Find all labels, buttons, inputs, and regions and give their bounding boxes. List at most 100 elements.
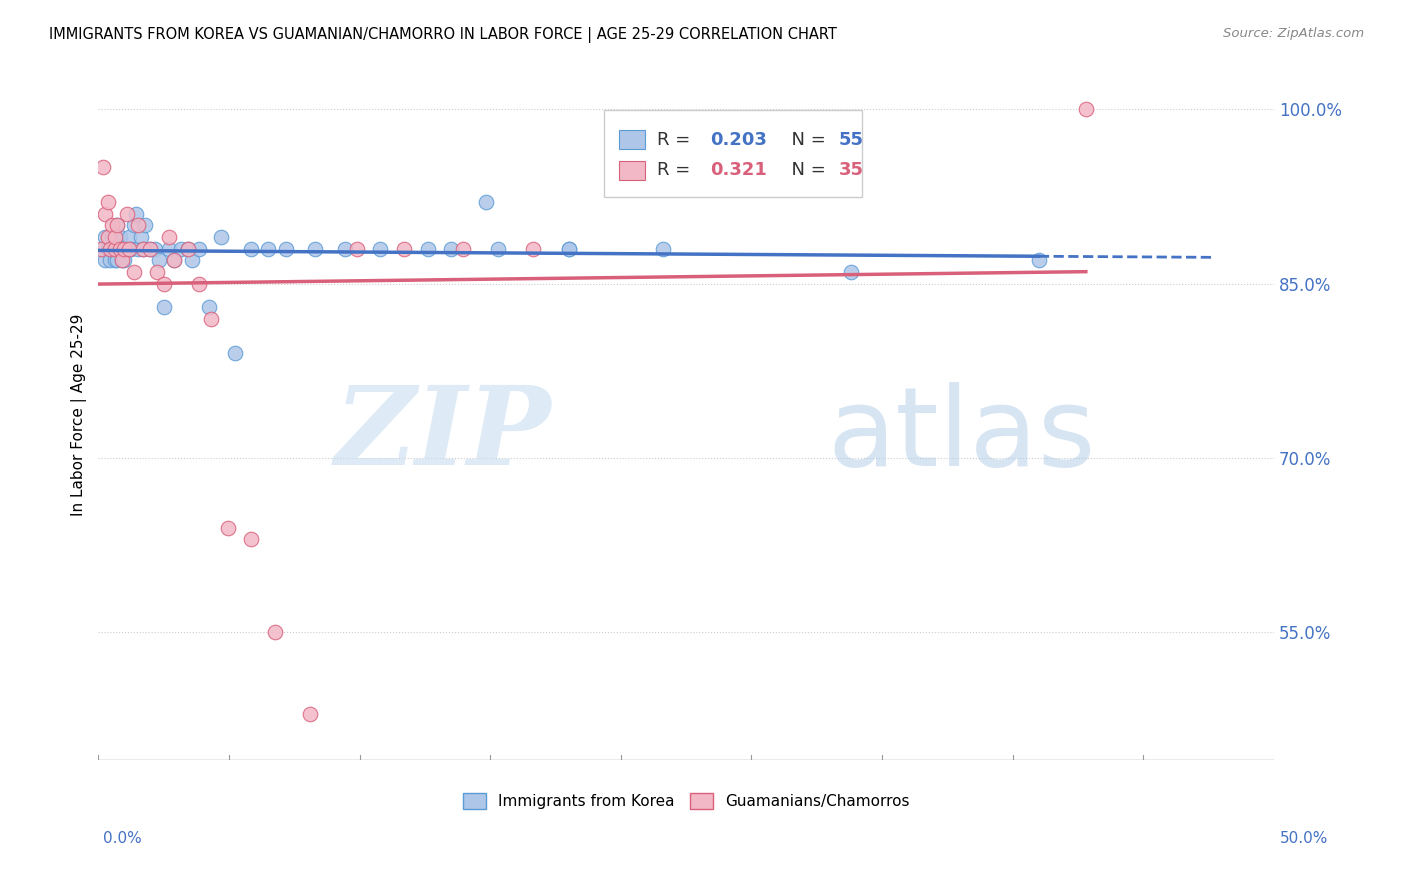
Point xyxy=(440,242,463,256)
Point xyxy=(188,242,211,256)
Bar xyxy=(619,130,645,150)
Point xyxy=(118,230,141,244)
Point xyxy=(176,242,198,256)
Point xyxy=(120,242,142,256)
Point xyxy=(104,242,127,256)
Point xyxy=(1074,102,1097,116)
Point xyxy=(198,300,221,314)
Point xyxy=(118,242,141,256)
Point xyxy=(112,242,135,256)
Point xyxy=(162,253,184,268)
Text: 0.321: 0.321 xyxy=(710,161,766,179)
Point xyxy=(298,706,321,721)
Point xyxy=(304,242,326,256)
Point xyxy=(97,195,120,210)
Point xyxy=(112,253,135,268)
Text: R =: R = xyxy=(657,161,696,179)
Point xyxy=(143,242,166,256)
Point xyxy=(105,253,128,268)
Point xyxy=(651,242,673,256)
Point xyxy=(157,242,180,256)
Point xyxy=(108,230,131,244)
Point xyxy=(557,242,579,256)
Point xyxy=(169,242,191,256)
Point xyxy=(94,207,117,221)
Point xyxy=(240,242,263,256)
Point xyxy=(557,242,579,256)
Point xyxy=(162,253,184,268)
Point xyxy=(98,253,121,268)
Point xyxy=(105,219,128,233)
Point xyxy=(94,253,117,268)
Text: atlas: atlas xyxy=(827,382,1095,489)
Point xyxy=(153,300,176,314)
Point xyxy=(370,242,392,256)
Point xyxy=(94,230,117,244)
Point xyxy=(256,242,278,256)
Point xyxy=(148,253,170,268)
Point xyxy=(98,242,121,256)
Point xyxy=(240,533,263,547)
Bar xyxy=(619,161,645,180)
Text: 50.0%: 50.0% xyxy=(1281,831,1329,846)
Point xyxy=(181,253,204,268)
Point xyxy=(1028,253,1050,268)
Point xyxy=(157,230,180,244)
Point xyxy=(153,277,176,291)
Point xyxy=(188,277,211,291)
Point xyxy=(132,242,155,256)
Point xyxy=(146,265,169,279)
Point xyxy=(475,195,498,210)
Point xyxy=(91,161,114,175)
Text: ZIP: ZIP xyxy=(335,382,551,489)
Point xyxy=(335,242,357,256)
Point xyxy=(263,625,285,640)
Point xyxy=(104,230,127,244)
Text: 55: 55 xyxy=(839,131,863,149)
Point xyxy=(111,253,134,268)
Point xyxy=(127,219,149,233)
Point xyxy=(98,242,121,256)
Text: 0.0%: 0.0% xyxy=(103,831,142,846)
Text: 0.203: 0.203 xyxy=(710,131,766,149)
Point xyxy=(122,219,145,233)
Point xyxy=(112,242,135,256)
Point xyxy=(91,242,114,256)
Point xyxy=(108,242,131,256)
Point xyxy=(127,242,149,256)
Point xyxy=(217,521,239,535)
FancyBboxPatch shape xyxy=(603,110,862,196)
Point xyxy=(122,265,145,279)
Text: 35: 35 xyxy=(839,161,863,179)
Point xyxy=(97,230,120,244)
Point xyxy=(111,253,134,268)
Point xyxy=(139,242,162,256)
Text: N =: N = xyxy=(780,161,832,179)
Point xyxy=(115,207,138,221)
Point xyxy=(132,242,155,256)
Point xyxy=(416,242,439,256)
Text: R =: R = xyxy=(657,131,696,149)
Text: IMMIGRANTS FROM KOREA VS GUAMANIAN/CHAMORRO IN LABOR FORCE | AGE 25-29 CORRELATI: IMMIGRANTS FROM KOREA VS GUAMANIAN/CHAMO… xyxy=(49,27,837,43)
Point xyxy=(176,242,198,256)
Point xyxy=(101,242,124,256)
Legend: Immigrants from Korea, Guamanians/Chamorros: Immigrants from Korea, Guamanians/Chamor… xyxy=(457,787,915,815)
Point xyxy=(104,253,127,268)
Point xyxy=(129,230,152,244)
Point xyxy=(101,230,124,244)
Point xyxy=(134,219,156,233)
Point xyxy=(105,219,128,233)
Point xyxy=(200,311,222,326)
Text: Source: ZipAtlas.com: Source: ZipAtlas.com xyxy=(1223,27,1364,40)
Point xyxy=(486,242,509,256)
Text: N =: N = xyxy=(780,131,832,149)
Point xyxy=(839,265,862,279)
Point xyxy=(276,242,298,256)
Point xyxy=(115,242,138,256)
Point xyxy=(97,242,120,256)
Point xyxy=(104,242,127,256)
Point xyxy=(224,346,246,360)
Point xyxy=(125,207,148,221)
Point xyxy=(392,242,415,256)
Point xyxy=(346,242,368,256)
